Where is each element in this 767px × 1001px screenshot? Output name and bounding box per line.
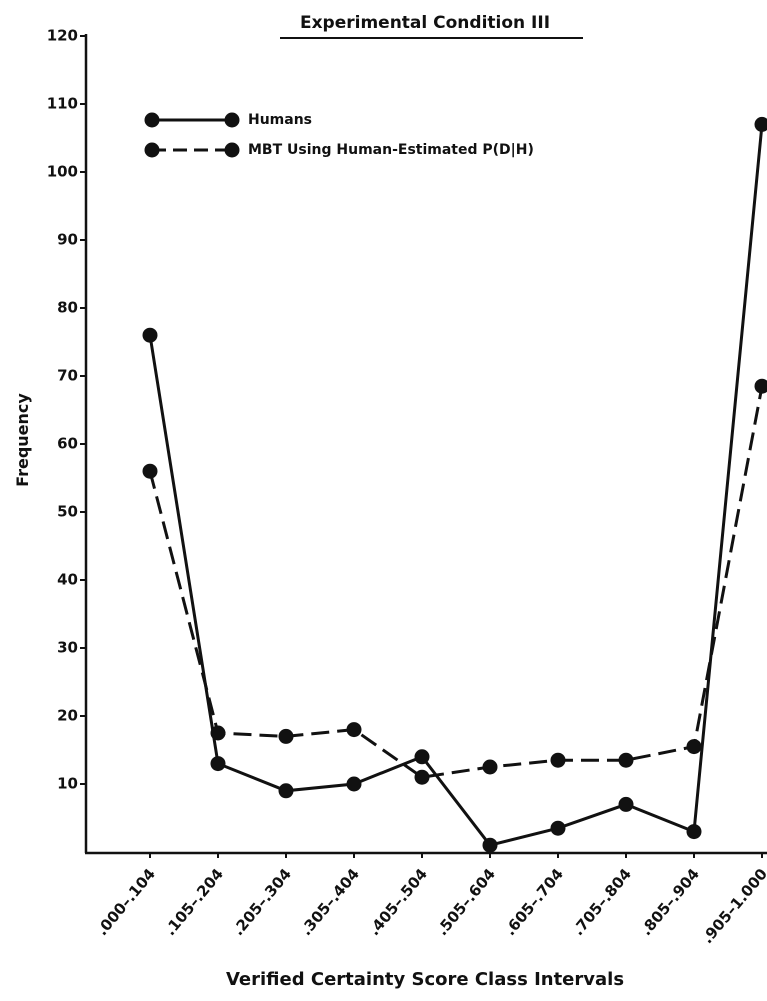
data-point (550, 752, 566, 768)
x-tick-label: .605–.704 (501, 865, 567, 939)
data-point (346, 776, 362, 792)
data-point (414, 769, 430, 785)
x-tick-label: .505–.604 (433, 865, 499, 939)
y-tick-label: 10 (57, 775, 78, 793)
data-point (482, 837, 498, 853)
legend-marker (144, 112, 160, 128)
chart-title: Experimental Condition III (300, 13, 550, 33)
data-point (686, 824, 702, 840)
x-tick-label: .305–.404 (297, 865, 363, 939)
data-point (754, 378, 767, 394)
legend-label: Humans (248, 112, 312, 128)
series-line (148, 124, 764, 847)
series-line (148, 385, 764, 779)
y-tick-label: 80 (57, 299, 78, 317)
y-tick-label: 110 (47, 95, 78, 113)
data-point (346, 722, 362, 738)
y-tick-label: 30 (57, 639, 78, 657)
data-point (482, 759, 498, 775)
data-point (278, 728, 294, 744)
legend-marker (144, 142, 160, 158)
data-point (414, 749, 430, 765)
y-axis-label: Frequency (13, 393, 32, 487)
y-tick-label: 70 (57, 367, 78, 385)
y-tick-label: 100 (47, 163, 78, 181)
x-tick-label: .405–.504 (365, 865, 431, 939)
x-tick-label: .205–.304 (229, 865, 295, 939)
legend-marker (224, 142, 240, 158)
x-tick-label: .705–.804 (569, 865, 635, 939)
data-point (142, 463, 158, 479)
data-point (686, 739, 702, 755)
y-tick-label: 120 (47, 27, 78, 45)
data-point (618, 796, 634, 812)
x-tick-label: .805–.904 (637, 865, 703, 939)
data-point (754, 116, 767, 132)
data-point (550, 820, 566, 836)
y-tick-label: 60 (57, 435, 78, 453)
x-axis-label: Verified Certainty Score Class Intervals (226, 969, 624, 990)
y-tick-label: 20 (57, 707, 78, 725)
y-tick-label: 50 (57, 503, 78, 521)
x-tick-label: .105–.204 (161, 865, 227, 939)
legend-label: MBT Using Human-Estimated P(D|H) (248, 142, 534, 158)
data-point (278, 783, 294, 799)
data-point (210, 725, 226, 741)
y-tick-label: 90 (57, 231, 78, 249)
data-point (210, 756, 226, 772)
data-point (618, 752, 634, 768)
x-tick-label: .905–1.000 (698, 865, 767, 947)
legend-marker (224, 112, 240, 128)
data-point (142, 327, 158, 343)
y-tick-label: 40 (57, 571, 78, 589)
x-tick-label: .000–.104 (93, 865, 159, 939)
